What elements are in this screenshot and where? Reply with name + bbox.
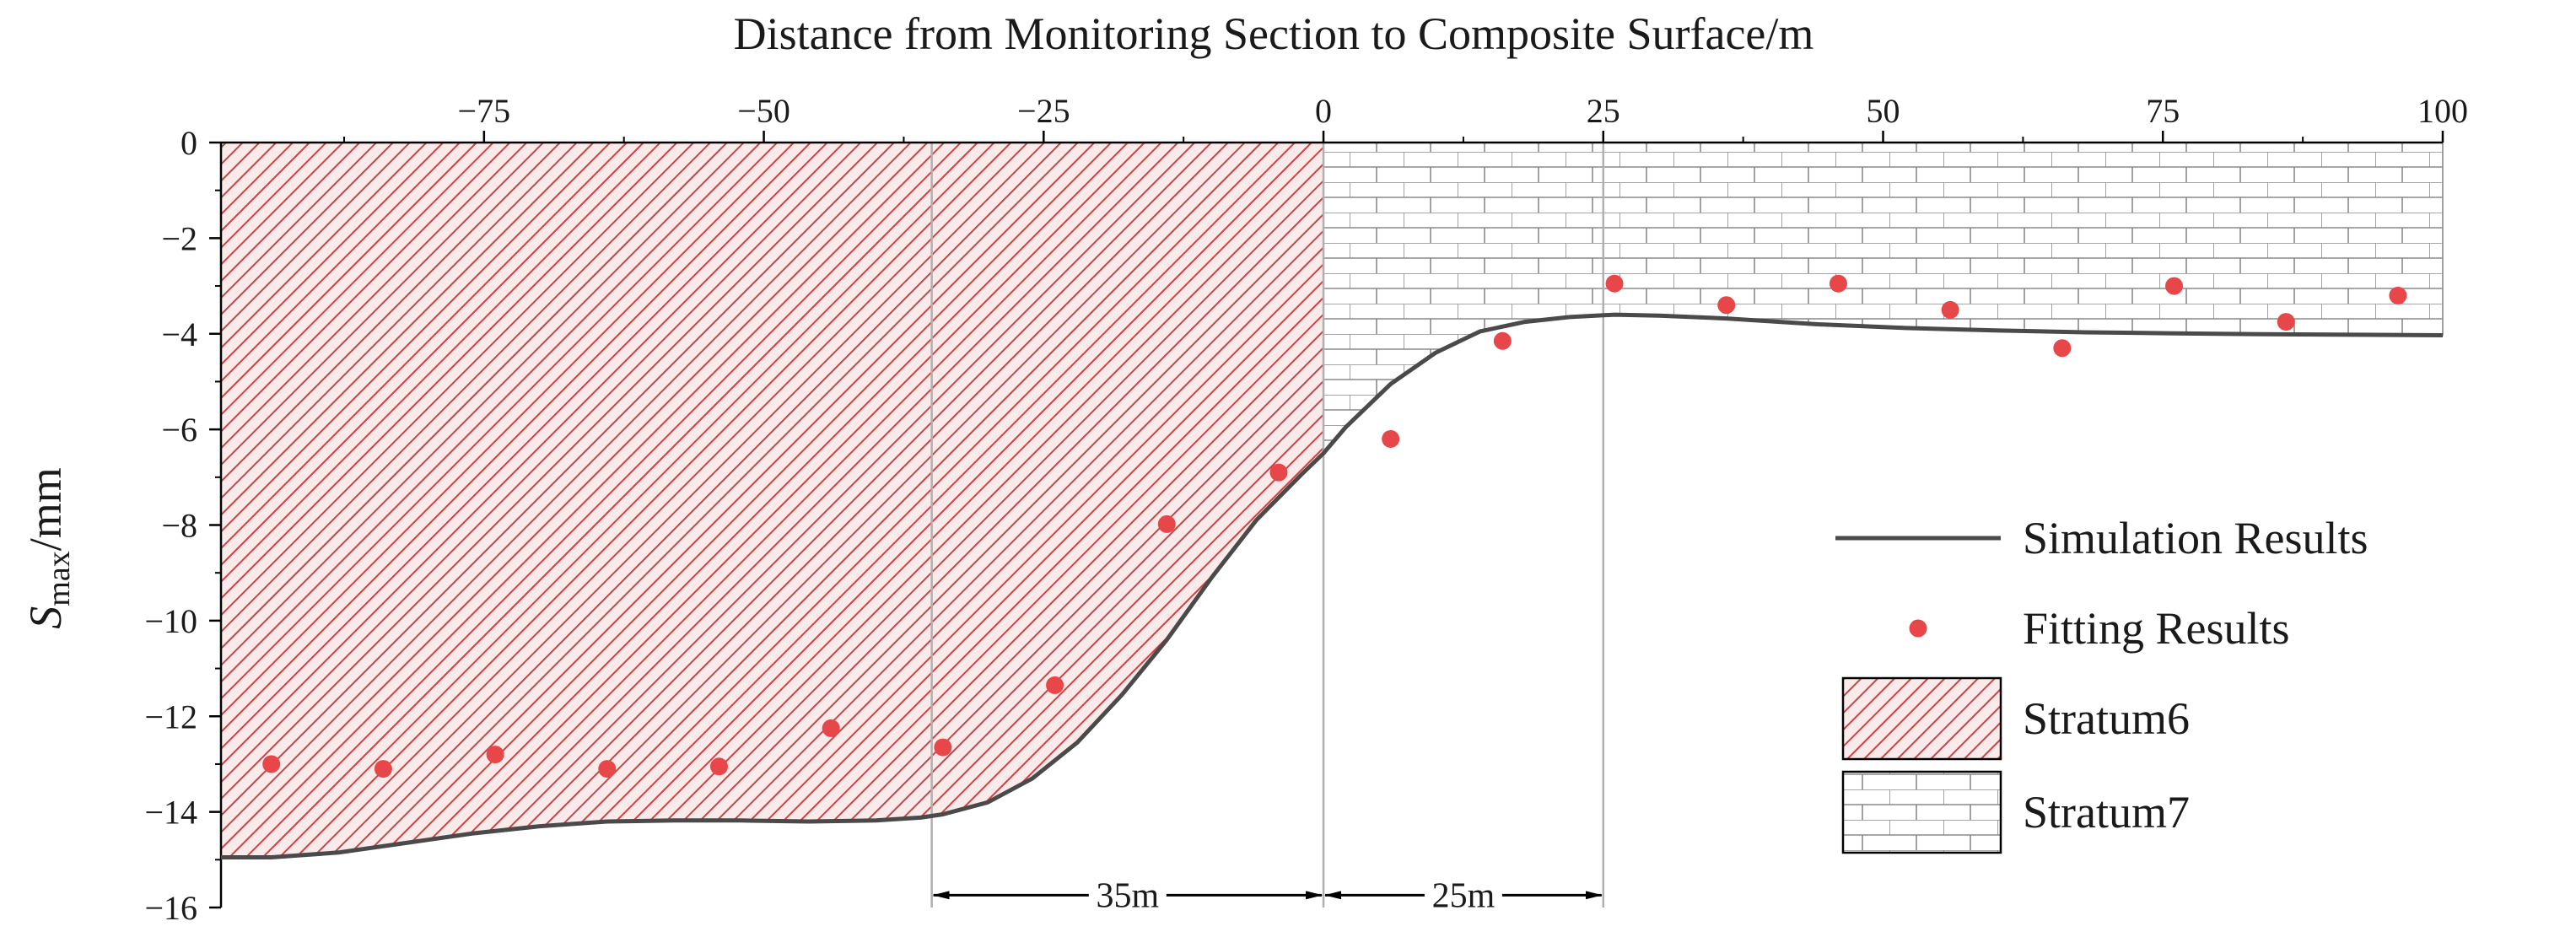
region-stratum6 <box>221 143 1324 858</box>
x-tick-label: 100 <box>2417 92 2468 130</box>
legend-item-fitting-results: Fitting Results <box>1909 603 2290 654</box>
fitting-result-point <box>2165 277 2184 295</box>
legend-label: Stratum7 <box>2023 787 2190 838</box>
fitting-result-point <box>1493 331 1512 350</box>
fitting-result-point <box>486 746 504 764</box>
x-tick-label: −50 <box>737 92 790 130</box>
dimension-annotations: 35m 25m <box>932 876 1603 915</box>
fitting-result-point <box>2053 339 2072 358</box>
axes: −75 −50 −25 0 25 50 75 100 0 −2 −4 −6 −8 −10 −12 −14 −16 <box>144 92 2468 927</box>
y-tick-label: −16 <box>144 889 197 927</box>
x-axis-title: Distance from Monitoring Section to Comp… <box>734 8 1814 59</box>
legend-swatch-hatch <box>1841 676 2002 761</box>
y-tick-label: −4 <box>161 315 197 353</box>
fitting-result-point <box>2277 313 2295 331</box>
y-axis-title: Smax/mm <box>20 467 77 628</box>
fitting-result-point <box>1046 676 1064 694</box>
fitting-result-point <box>1829 274 1847 293</box>
fitting-result-point <box>1382 429 1400 448</box>
strata-regions <box>221 142 2444 858</box>
x-tick-label: −25 <box>1017 92 1070 130</box>
legend: Simulation Results Fitting Results Stratum… <box>1835 513 2369 854</box>
legend-label: Stratum6 <box>2023 693 2190 744</box>
legend-item-stratum7: Stratum7 <box>1841 770 2190 854</box>
fitting-result-point <box>1157 514 1176 533</box>
dimension-25m: 25m <box>1324 876 1603 915</box>
y-tick-label: −8 <box>161 507 197 545</box>
fitting-result-point <box>1269 463 1288 482</box>
fitting-result-point <box>822 719 840 737</box>
simulation-results-line <box>221 312 2444 859</box>
y-tick-label: −12 <box>144 698 197 735</box>
y-tick-label: −10 <box>144 602 197 640</box>
series <box>221 274 2444 859</box>
y-axis-title-unit: /mm <box>20 467 71 551</box>
dimension-label: 25m <box>1432 876 1495 915</box>
legend-label: Simulation Results <box>2023 513 2369 563</box>
fitting-result-point <box>709 757 728 776</box>
reference-lines <box>930 143 1605 908</box>
dimension-35m: 35m <box>932 876 1323 915</box>
legend-item-simulation-results: Simulation Results <box>1835 513 2369 563</box>
dimension-label: 35m <box>1096 876 1159 915</box>
legend-item-stratum6: Stratum6 <box>1841 676 2190 761</box>
y-axis-title-main: S <box>20 606 71 629</box>
fitting-result-point <box>598 760 617 778</box>
y-tick-label: 0 <box>181 124 197 162</box>
region-stratum7 <box>1323 142 2444 455</box>
fitting-result-point <box>1941 300 1959 319</box>
y-tick-label: −6 <box>161 411 197 449</box>
fitting-result-point <box>262 755 281 773</box>
legend-swatch-brick <box>1841 770 2002 854</box>
fitting-result-point <box>1717 296 1736 315</box>
fitting-result-point <box>1605 274 1624 293</box>
y-tick-label: −14 <box>144 794 197 832</box>
x-tick-label: 0 <box>1315 92 1332 130</box>
legend-swatch-dot <box>1909 619 1927 638</box>
x-tick-label: −75 <box>458 92 511 130</box>
legend-label: Fitting Results <box>2023 603 2290 654</box>
x-tick-label: 25 <box>1587 92 1620 130</box>
x-tick-label: 50 <box>1867 92 1900 130</box>
x-tick-label: 75 <box>2146 92 2180 130</box>
y-tick-label: −2 <box>161 219 197 257</box>
fitting-result-point <box>2389 286 2407 304</box>
fitting-result-point <box>934 738 952 757</box>
y-axis-title-subscript: max <box>41 551 77 606</box>
fitting-result-point <box>374 760 392 778</box>
